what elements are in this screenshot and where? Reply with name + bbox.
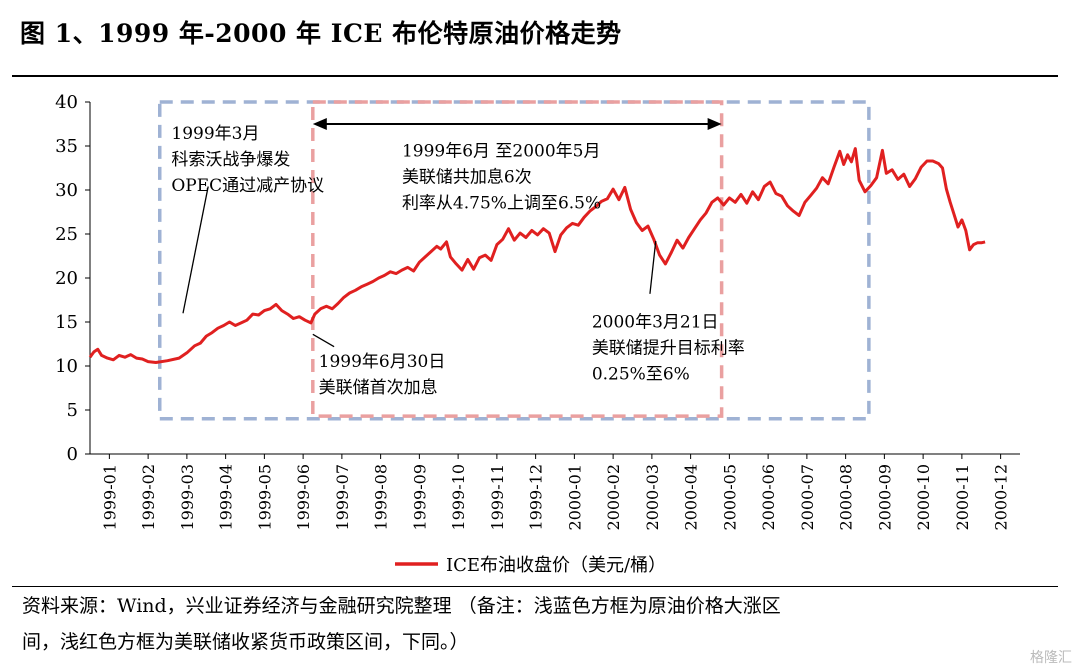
y-tick-label: 10 [55, 356, 78, 377]
chart-title: 图 1、1999 年-2000 年 ICE 布伦特原油价格走势 [20, 19, 622, 48]
source-line-2: 间，浅红色方框为美联储收紧货币政策区间，下同。） [22, 631, 469, 653]
x-tick-label: 1999-05 [255, 464, 274, 530]
annotation-text: 1999年6月 至2000年5月 [402, 142, 601, 162]
legend-label: ICE布油收盘价（美元/桶） [446, 555, 666, 576]
x-tick-label: 2000-08 [837, 464, 856, 530]
arrow-head-right [707, 118, 722, 130]
x-tick-label: 1999-10 [449, 464, 468, 530]
y-tick-label: 0 [67, 444, 78, 465]
annotation-leader [312, 333, 335, 348]
x-tick-label: 2000-11 [953, 464, 972, 530]
x-tick-label: 1999-12 [527, 464, 546, 530]
x-tick-label: 2000-02 [604, 464, 623, 530]
annotation-leader [649, 240, 657, 294]
x-tick-label: 2000-07 [798, 464, 817, 530]
x-tick-label: 2000-04 [682, 464, 701, 530]
source-note: 资料来源：Wind，兴业证券经济与金融研究院整理 （备注：浅蓝色方框为原油价格大… [22, 588, 1062, 660]
annotation-text: 2000年3月21日 [592, 312, 719, 332]
axes: 0 5 10 15 20 25 30 35 40 1999-01 1999-02 1999-03 199… [55, 92, 1020, 530]
legend: ICE布油收盘价（美元/桶） [395, 555, 666, 576]
blue-highlight-box [158, 100, 871, 421]
brent-price-line [88, 147, 986, 364]
annotation-text: 美联储提升目标利率 [592, 338, 745, 358]
source-line-1: 资料来源：Wind，兴业证券经济与金融研究院整理 （备注：浅蓝色方框为原油价格大… [22, 595, 781, 617]
annotation-text: 利率从4.75%上调至6.5% [402, 194, 601, 214]
annotation-text: 科索沃战争爆发 [171, 150, 290, 170]
y-tick-label: 5 [67, 400, 78, 421]
x-tick-label: 2000-03 [643, 464, 662, 530]
y-tick-label: 20 [55, 268, 78, 289]
y-tick-label: 40 [55, 92, 78, 113]
x-tick-label: 1999-11 [488, 464, 507, 530]
red-highlight-box [311, 100, 724, 418]
x-tick-label: 1999-04 [217, 464, 236, 530]
x-tick-label: 1999-01 [100, 464, 119, 530]
x-tick-label: 2000-01 [565, 464, 584, 530]
x-tick-label: 1999-09 [410, 464, 429, 530]
x-tick-label: 2000-10 [914, 464, 933, 530]
x-tick-label: 2000-06 [759, 464, 778, 530]
x-tick-label: 1999-07 [333, 464, 352, 530]
annotation-leader [182, 186, 209, 314]
x-tick-label: 2000-12 [992, 464, 1011, 530]
y-tick-label: 15 [55, 312, 78, 333]
source-rule [12, 586, 1058, 587]
annotation-text: 美联储共加息6次 [402, 168, 532, 188]
x-tick-label: 1999-06 [294, 464, 313, 530]
arrow-head-left [312, 118, 327, 130]
annotation-text: OPEC通过减产协议 [171, 176, 324, 196]
annotation-text: 1999年6月30日 [319, 352, 446, 372]
annotation-text: 1999年3月 [171, 124, 259, 144]
series-layer [88, 147, 986, 364]
annotation-text: 0.25%至6% [592, 364, 690, 384]
annotation-text: 美联储首次加息 [319, 378, 438, 398]
watermark-logo: 格隆汇 [1030, 650, 1072, 666]
y-tick-label: 30 [55, 180, 78, 201]
x-tick-label: 1999-08 [372, 464, 391, 530]
x-tick-label: 2000-05 [720, 464, 739, 530]
x-tick-label: 1999-03 [178, 464, 197, 530]
y-tick-label: 35 [55, 136, 78, 157]
x-tick-label: 1999-02 [139, 464, 158, 530]
price-chart: 0 5 10 15 20 25 30 35 40 1999-01 1999-02 1999-03 199… [55, 92, 1020, 576]
title-rule [12, 75, 1058, 77]
y-tick-label: 25 [55, 224, 78, 245]
x-tick-label: 2000-09 [875, 464, 894, 530]
highlight-boxes [158, 100, 871, 421]
